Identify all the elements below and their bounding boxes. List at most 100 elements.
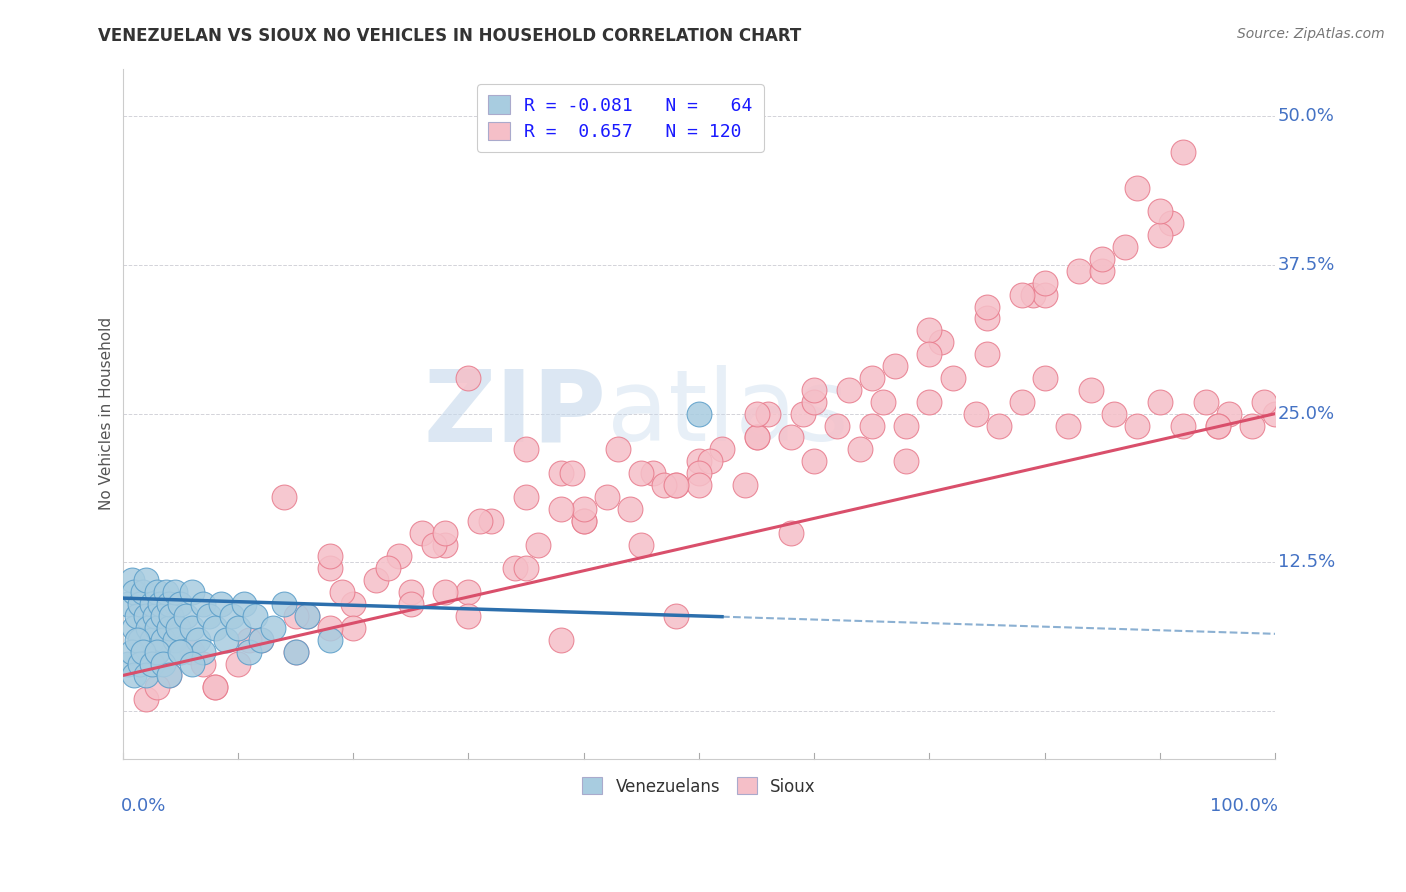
Point — [122, 668, 145, 682]
Point — [607, 442, 630, 457]
Point — [132, 585, 155, 599]
Point — [929, 335, 952, 350]
Point — [1011, 394, 1033, 409]
Point — [238, 632, 260, 647]
Point — [135, 668, 157, 682]
Point — [366, 574, 388, 588]
Point — [141, 597, 163, 611]
Point — [515, 490, 537, 504]
Point — [1080, 383, 1102, 397]
Point — [688, 478, 710, 492]
Point — [619, 501, 641, 516]
Point — [169, 597, 191, 611]
Point — [481, 514, 503, 528]
Point — [1102, 407, 1125, 421]
Point — [1091, 252, 1114, 266]
Point — [319, 561, 342, 575]
Point — [146, 621, 169, 635]
Point — [204, 681, 226, 695]
Point — [918, 323, 941, 337]
Point — [215, 632, 238, 647]
Point — [284, 609, 307, 624]
Point — [221, 609, 243, 624]
Point — [193, 657, 215, 671]
Point — [561, 466, 583, 480]
Point — [630, 537, 652, 551]
Point — [180, 657, 202, 671]
Point — [342, 597, 364, 611]
Point — [457, 609, 479, 624]
Point — [941, 371, 963, 385]
Point — [792, 407, 814, 421]
Point — [688, 466, 710, 480]
Point — [135, 609, 157, 624]
Point — [157, 668, 180, 682]
Point — [780, 525, 803, 540]
Point — [515, 561, 537, 575]
Point — [193, 597, 215, 611]
Text: 0.0%: 0.0% — [121, 797, 166, 814]
Point — [146, 645, 169, 659]
Point — [1206, 418, 1229, 433]
Point — [295, 609, 318, 624]
Point — [146, 681, 169, 695]
Point — [665, 609, 688, 624]
Point — [152, 632, 174, 647]
Point — [148, 597, 170, 611]
Point — [399, 585, 422, 599]
Point — [434, 585, 457, 599]
Point — [515, 442, 537, 457]
Text: atlas: atlas — [607, 365, 848, 462]
Point — [1241, 418, 1264, 433]
Point — [160, 609, 183, 624]
Point — [250, 632, 273, 647]
Point — [883, 359, 905, 373]
Point — [803, 383, 825, 397]
Point — [122, 585, 145, 599]
Point — [342, 621, 364, 635]
Point — [399, 597, 422, 611]
Point — [756, 407, 779, 421]
Point — [825, 418, 848, 433]
Point — [1056, 418, 1078, 433]
Point — [1033, 276, 1056, 290]
Point — [180, 585, 202, 599]
Point — [423, 537, 446, 551]
Text: 50.0%: 50.0% — [1278, 107, 1334, 125]
Point — [550, 632, 572, 647]
Point — [976, 347, 998, 361]
Point — [641, 466, 664, 480]
Point — [1160, 216, 1182, 230]
Point — [849, 442, 872, 457]
Point — [1195, 394, 1218, 409]
Point — [1091, 264, 1114, 278]
Point — [135, 574, 157, 588]
Point — [136, 621, 159, 635]
Point — [193, 645, 215, 659]
Point — [745, 430, 768, 444]
Point — [1149, 228, 1171, 243]
Point — [411, 525, 433, 540]
Point — [146, 585, 169, 599]
Point — [699, 454, 721, 468]
Point — [262, 621, 284, 635]
Point — [457, 371, 479, 385]
Point — [226, 657, 249, 671]
Point — [434, 525, 457, 540]
Point — [1011, 287, 1033, 301]
Point — [143, 609, 166, 624]
Text: 37.5%: 37.5% — [1278, 256, 1334, 274]
Point — [803, 454, 825, 468]
Point — [468, 514, 491, 528]
Point — [117, 657, 139, 671]
Point — [319, 549, 342, 564]
Point — [152, 609, 174, 624]
Point — [860, 371, 883, 385]
Point — [918, 394, 941, 409]
Point — [319, 632, 342, 647]
Point — [803, 394, 825, 409]
Point — [163, 585, 186, 599]
Point — [503, 561, 526, 575]
Point — [155, 585, 177, 599]
Point — [129, 597, 152, 611]
